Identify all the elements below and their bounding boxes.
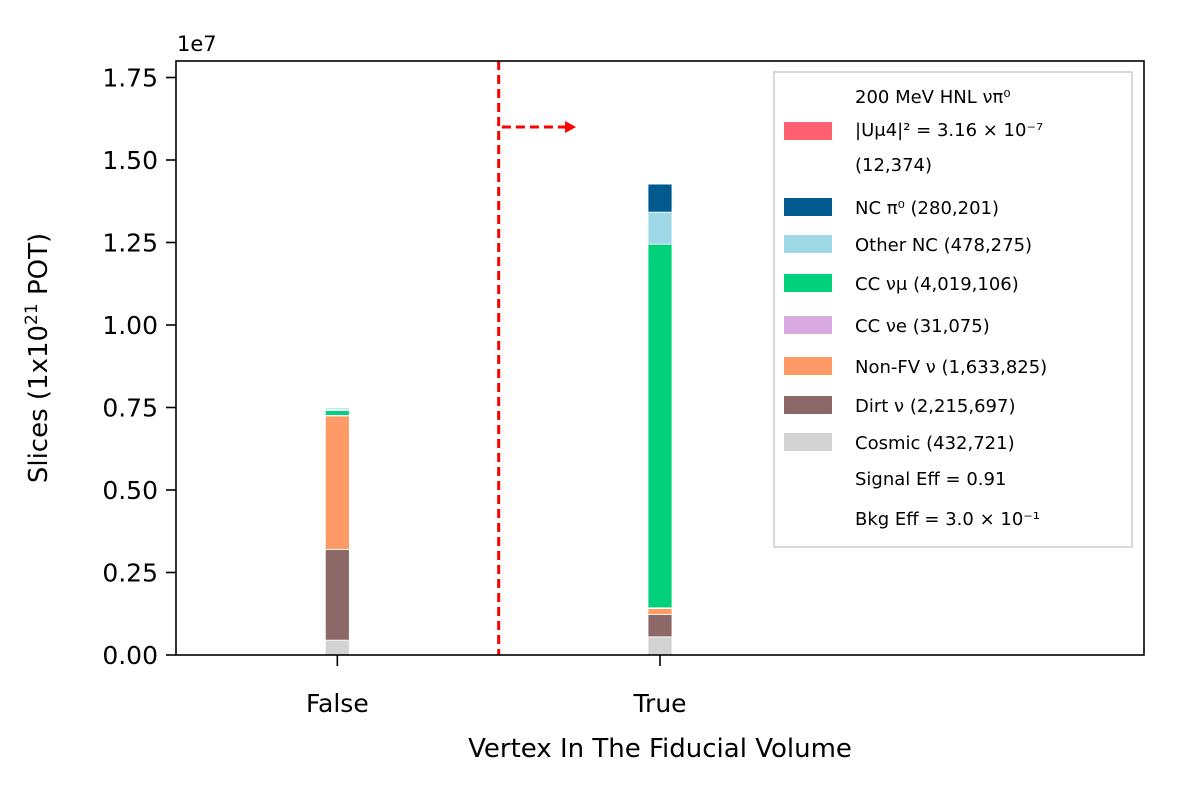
legend-entries: NC π⁰ (280,201) Other NC (478,275) CC νμ (… — [784, 198, 1047, 454]
bar-segment-false-4 — [324, 410, 350, 416]
legend: 200 MeV HNL νπ⁰ |Uμ4|² = 3.16 × 10⁻⁷ (12… — [773, 71, 1133, 548]
legend-bkg-eff: Bkg Eff = 3.0 × 10⁻¹ — [855, 509, 1040, 530]
bar-segment-true-6 — [647, 183, 673, 213]
y-axis-title-main: Slices (1x10 — [24, 325, 54, 483]
legend-label-2: CC νμ (4,019,106) — [855, 274, 1019, 295]
y-axis-title-sup: 21 — [22, 303, 42, 325]
x-axis-title: Vertex In The Fiducial Volume — [468, 734, 852, 764]
y-multiplier: 1e7 — [177, 32, 217, 56]
legend-label-4: Non-FV ν (1,633,825) — [855, 357, 1047, 378]
legend-signal-eff: Signal Eff = 0.91 — [855, 469, 1006, 490]
bars-group — [324, 183, 673, 656]
y-tick-label: 0.25 — [102, 559, 158, 588]
legend-swatch-4 — [784, 357, 832, 375]
bar-segment-true-2 — [647, 608, 673, 615]
x-axis: False True — [306, 655, 687, 718]
x-tick-label-false: False — [306, 689, 369, 718]
bar-segment-false-2 — [324, 415, 350, 550]
y-tick-label: 1.25 — [102, 229, 158, 258]
bar-segment-true-4 — [647, 243, 673, 609]
y-tick-label: 1.50 — [102, 146, 158, 175]
y-tick-label: 1.00 — [102, 311, 158, 340]
y-tick-label: 1.75 — [102, 64, 158, 93]
legend-swatch-0 — [784, 198, 832, 216]
legend-label-3: CC νe (31,075) — [855, 316, 990, 337]
fiducial-cut-group — [497, 61, 577, 655]
bar-segment-false-0 — [324, 639, 350, 656]
legend-hnl-line-1: 200 MeV HNL νπ⁰ — [855, 87, 1011, 108]
y-tick-label: 0.00 — [102, 641, 158, 670]
bar-segment-false-6 — [324, 407, 350, 410]
x-tick-label-true: True — [632, 689, 686, 718]
legend-frame — [773, 71, 1133, 548]
legend-swatch-5 — [784, 396, 832, 414]
legend-hnl-line-3: (12,374) — [855, 155, 932, 176]
legend-swatch-6 — [784, 433, 832, 451]
y-axis-title-end: POT) — [24, 233, 54, 303]
legend-swatch-3 — [784, 316, 832, 334]
legend-label-5: Dirt ν (2,215,697) — [855, 396, 1015, 417]
y-axis-title: Slices (1x1021 POT) — [22, 233, 54, 483]
y-tick-label: 0.50 — [102, 476, 158, 505]
legend-label-0: NC π⁰ (280,201) — [855, 198, 999, 219]
legend-label-1: Other NC (478,275) — [855, 235, 1032, 256]
y-axis: 0.00 0.25 0.50 0.75 1.00 1.25 1.50 1.75 — [102, 64, 176, 670]
bar-segment-false-1 — [324, 549, 350, 641]
bar-segment-true-0 — [647, 636, 673, 656]
legend-swatch-hnl — [784, 122, 832, 140]
y-tick-label: 0.75 — [102, 394, 158, 423]
legend-hnl-line-2: |Uμ4|² = 3.16 × 10⁻⁷ — [855, 120, 1043, 141]
cut-arrow-head — [565, 121, 577, 133]
legend-swatch-1 — [784, 235, 832, 253]
bar-segment-true-1 — [647, 614, 673, 638]
legend-label-6: Cosmic (432,721) — [855, 433, 1015, 454]
legend-swatch-2 — [784, 274, 832, 292]
bar-segment-true-5 — [647, 211, 673, 245]
